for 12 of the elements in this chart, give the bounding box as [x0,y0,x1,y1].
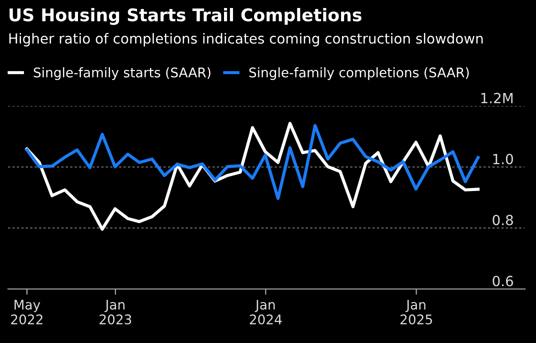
y-tick-label: 1.2M [481,92,513,104]
y-tick-label: 0.6 [492,276,514,286]
legend-label: Single-family completions (SAAR) [249,67,469,80]
x-tick-label: Jan 2025 [400,300,432,324]
chart-title: US Housing Starts Trail Completions [10,8,362,25]
y-tick-label: 0.8 [492,214,513,226]
x-tick-label: Jan 2024 [250,300,282,324]
x-tick-label: Jan 2023 [100,300,132,324]
y-tick-label: 1.0 [493,154,513,164]
legend-label: Single-family starts (SAAR) [34,67,210,80]
x-tick-label: May 2022 [11,300,42,324]
chart-subtitle: Higher ratio of completions indicates coming construction slowdown [9,33,483,46]
